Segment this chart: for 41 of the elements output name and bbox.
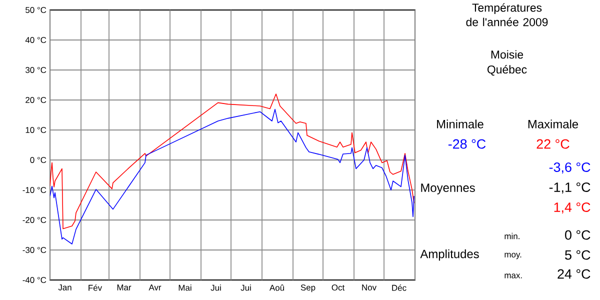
y-tick-label: 0 °C	[30, 157, 46, 163]
text: 24 °C	[558, 269, 590, 279]
text: Maximale	[528, 120, 578, 128]
text: moy.	[504, 252, 522, 260]
x-tick-label: Sep	[300, 284, 316, 292]
text: -3,6 °C	[549, 162, 590, 174]
x-tick-label: Oct	[332, 284, 345, 291]
text: 22 °C	[536, 139, 570, 149]
line-series	[50, 94, 414, 230]
text: 5 °C	[565, 250, 590, 260]
y-tick-label: -40 °C	[22, 277, 46, 283]
y-tick-label: 10 °C	[26, 127, 46, 133]
y-tick-label: 20 °C	[26, 97, 46, 103]
text: Moisie Québec	[487, 50, 527, 76]
text: -28 °C	[448, 139, 486, 149]
text: -1,1 °C	[549, 182, 590, 194]
x-tick-label: Jan	[58, 284, 72, 290]
y-tick-label: 50 °C	[26, 7, 46, 13]
x-tick-label: Mar	[117, 284, 132, 290]
x-tick-label: Jui	[210, 284, 221, 291]
y-tick-label: -30 °C	[22, 247, 46, 253]
text: Minimale	[437, 120, 484, 128]
text: 1,4 °C	[554, 202, 590, 214]
text: Températures de l'année 2009	[466, 3, 548, 26]
x-tick-label: Jui	[240, 284, 251, 291]
text: Amplitudes	[420, 249, 479, 261]
text: max.	[504, 274, 522, 278]
x-tick-label: Avr	[148, 284, 162, 290]
y-tick-label: 40 °C	[25, 37, 46, 43]
x-tick-label: Aoû	[269, 284, 284, 291]
text: 0 °C	[565, 230, 590, 240]
y-tick-label: 30 °C	[26, 67, 46, 73]
x-tick-label: Déc	[392, 284, 406, 291]
line-series	[50, 108, 414, 244]
text: Moyennes	[421, 184, 475, 194]
x-tick-label: Fév	[88, 284, 102, 291]
x-tick-label: Mai	[178, 284, 192, 291]
text: min.	[504, 232, 520, 240]
y-tick-label: -10 °C	[22, 187, 46, 193]
x-tick-label: Nov	[362, 284, 377, 290]
y-tick-label: -20 °C	[22, 217, 46, 223]
